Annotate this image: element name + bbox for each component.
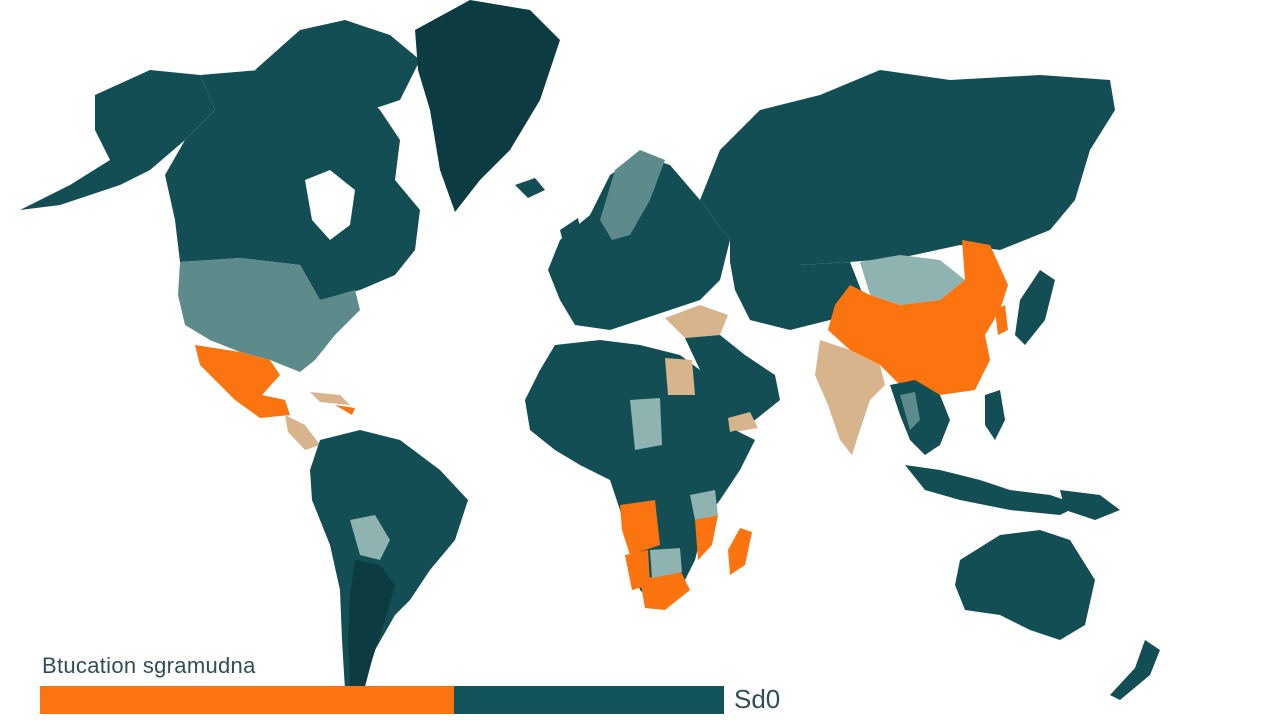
region-alaska [20, 70, 215, 210]
region-mongolia [860, 255, 965, 305]
region-angola [620, 500, 660, 555]
region-central-asia [730, 262, 865, 330]
region-south-africa [640, 570, 690, 610]
region-bolivia [350, 515, 390, 560]
region-caribbean-2 [335, 405, 355, 415]
region-botswana [650, 548, 682, 578]
region-middle-east [685, 335, 780, 430]
region-japan [1015, 270, 1055, 345]
region-horn [728, 415, 755, 432]
region-china [828, 240, 1008, 395]
region-turkey [665, 305, 728, 338]
region-madagascar [728, 528, 752, 575]
region-korea [995, 305, 1008, 335]
region-arctic-islands [255, 20, 420, 110]
region-egypt [665, 358, 695, 395]
region-indonesia [905, 465, 1080, 515]
region-thailand [900, 392, 920, 430]
region-south-america [310, 430, 468, 700]
legend-segment-teal [453, 686, 724, 714]
region-sudan [630, 398, 662, 450]
legend-bar [40, 686, 724, 714]
region-central-america [285, 415, 320, 450]
region-iceland [515, 178, 545, 198]
region-new-zealand [1110, 640, 1160, 700]
region-papua [1060, 490, 1120, 520]
region-australia [955, 530, 1095, 640]
region-canada [165, 50, 420, 300]
region-uk [560, 218, 585, 262]
region-scandinavia [600, 150, 665, 240]
region-india [815, 340, 885, 455]
region-philippines [985, 390, 1005, 440]
region-europe [548, 155, 730, 330]
region-russia [700, 70, 1115, 270]
legend-segment-orange [40, 686, 454, 714]
region-kenya [690, 490, 718, 520]
region-argentina [348, 560, 395, 698]
region-usa [178, 258, 360, 372]
region-mexico [195, 345, 290, 418]
hudson-bay [305, 170, 355, 240]
region-caribbean [310, 392, 350, 405]
region-mozambique [695, 515, 718, 560]
region-greenland [415, 0, 560, 212]
legend-title: Btucation sgramudna [42, 653, 256, 678]
legend-value: Sd0 [734, 684, 781, 714]
